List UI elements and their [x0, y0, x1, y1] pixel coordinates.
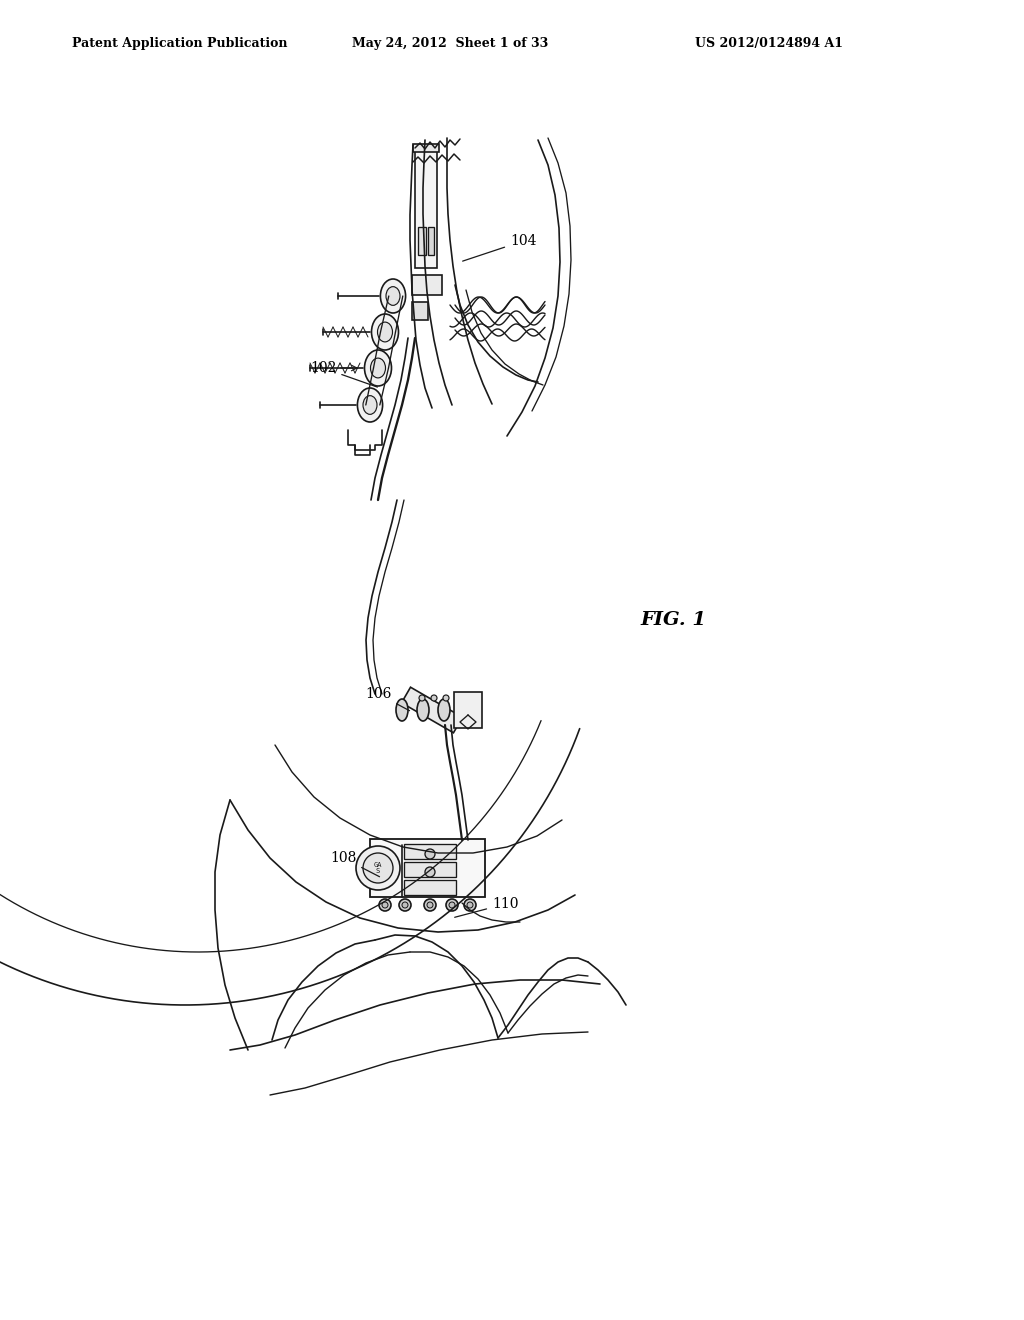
Bar — [412, 302, 428, 319]
Bar — [413, 144, 439, 152]
Circle shape — [425, 849, 435, 859]
Ellipse shape — [438, 700, 450, 721]
Ellipse shape — [459, 700, 471, 721]
Text: 110: 110 — [455, 898, 518, 917]
Circle shape — [427, 902, 433, 908]
Circle shape — [356, 846, 400, 890]
Circle shape — [382, 902, 388, 908]
Circle shape — [362, 853, 393, 883]
Ellipse shape — [362, 396, 377, 414]
Circle shape — [419, 696, 425, 701]
Ellipse shape — [371, 358, 385, 378]
Circle shape — [431, 696, 437, 701]
Bar — [404, 862, 456, 876]
Circle shape — [425, 867, 435, 876]
Ellipse shape — [380, 279, 406, 313]
Text: May 24, 2012  Sheet 1 of 33: May 24, 2012 Sheet 1 of 33 — [352, 37, 548, 50]
Ellipse shape — [365, 350, 391, 385]
Circle shape — [379, 899, 391, 911]
Text: 108: 108 — [330, 851, 380, 876]
Bar — [454, 692, 482, 729]
Ellipse shape — [386, 286, 400, 305]
Text: GA
S: GA S — [374, 862, 382, 874]
Circle shape — [446, 899, 458, 911]
Circle shape — [399, 899, 411, 911]
Bar — [418, 227, 426, 255]
Circle shape — [424, 899, 436, 911]
Bar — [404, 880, 456, 895]
Circle shape — [464, 899, 476, 911]
Ellipse shape — [357, 388, 383, 422]
Bar — [428, 227, 434, 255]
Text: 102: 102 — [310, 360, 378, 387]
Text: 104: 104 — [463, 234, 537, 261]
Circle shape — [449, 902, 455, 908]
Text: FIG. 1: FIG. 1 — [640, 611, 706, 630]
Bar — [404, 843, 456, 859]
Text: 106: 106 — [365, 686, 410, 710]
FancyBboxPatch shape — [401, 688, 463, 733]
Ellipse shape — [396, 700, 408, 721]
Bar — [412, 275, 442, 294]
Text: US 2012/0124894 A1: US 2012/0124894 A1 — [695, 37, 843, 50]
Text: Patent Application Publication: Patent Application Publication — [72, 37, 288, 50]
Bar — [415, 150, 437, 268]
Circle shape — [443, 696, 449, 701]
Ellipse shape — [372, 314, 398, 350]
Ellipse shape — [378, 322, 392, 342]
Bar — [370, 840, 485, 898]
Circle shape — [467, 902, 473, 908]
Circle shape — [402, 902, 408, 908]
Ellipse shape — [417, 700, 429, 721]
